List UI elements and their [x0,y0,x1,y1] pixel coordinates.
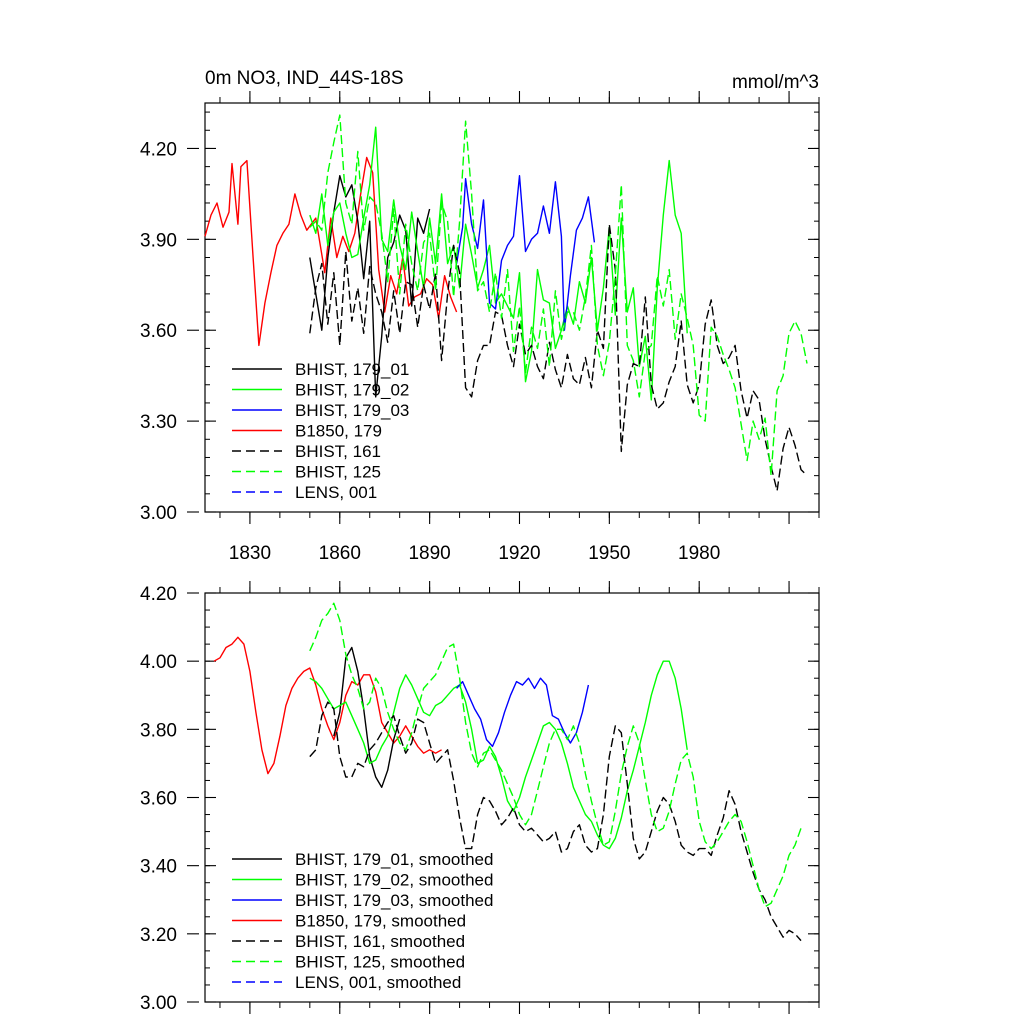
legend-label: BHIST, 179_02, smoothed [295,871,493,890]
series-line [309,602,802,908]
legend-label: BHIST, 125, smoothed [295,953,465,972]
y-axis: 3.00 3.20 3.40 3.60 3.80 4.00 4.20 [140,584,819,1014]
y-tick-label: 3.30 [140,412,177,433]
plot-frame [204,102,820,513]
y-tick-label: 3.60 [140,789,177,810]
x-axis: 1830 1860 1890 1920 1950 1980 [219,91,820,564]
y-tick-label: 3.90 [140,230,177,251]
legend-label: LENS, 001, smoothed [295,973,461,992]
x-tick-label: 1860 [319,543,361,564]
legend: BHIST, 179_01, smoothed BHIST, 179_02, sm… [232,850,493,992]
x-tick-label: 1890 [408,543,450,564]
y-tick-label: 4.20 [140,139,177,160]
legend-label: BHIST, 125 [295,463,381,482]
chart-title: 0m NO3, IND_44S-18S [205,68,404,89]
legend-label: BHIST, 179_03, smoothed [295,891,493,910]
series-line [309,223,808,492]
series-line [204,156,458,347]
series-group [204,114,808,492]
series-line [309,701,802,942]
y-tick-label: 3.20 [140,925,177,946]
series-line [309,114,808,477]
y-tick-label: 3.60 [140,321,177,342]
series-line [309,174,431,398]
x-tick-label: 1950 [588,543,630,564]
legend-label: BHIST, 179_01 [295,360,409,379]
x-tick-label: 1830 [229,543,271,564]
y-tick-label: 4.00 [140,652,177,673]
x-axis [219,581,820,1014]
y-tick-label: 3.40 [140,857,177,878]
series-line [309,660,688,850]
legend-label: BHIST, 179_03 [295,401,409,420]
legend-label: B1850, 179, smoothed [295,912,466,931]
series-line [333,646,401,788]
series-line [213,636,442,775]
series-line [456,677,590,748]
legend-label: BHIST, 161, smoothed [295,932,465,951]
legend-label: LENS, 001 [295,483,377,502]
legend-label: B1850, 179 [295,422,382,441]
x-tick-label: 1920 [498,543,540,564]
bottom-panel: 3.00 3.20 3.40 3.60 3.80 4.00 4.20 BHIST, 179_… [140,581,820,1014]
y-tick-label: 3.00 [140,503,177,524]
y-axis: 3.00 3.30 3.60 3.90 4.20 [140,111,819,524]
series-group [213,602,802,942]
legend-label: BHIST, 161 [295,442,381,461]
series-line [455,174,596,331]
y-tick-label: 3.80 [140,720,177,741]
y-tick-label: 3.00 [140,993,177,1014]
top-panel: 0m NO3, IND_44S-18S mmol/m^3 3.00 3.30 3.6… [140,68,820,564]
y-tick-label: 4.20 [140,584,177,605]
x-tick-label: 1980 [678,543,720,564]
legend-label: BHIST, 179_02 [295,381,409,400]
legend-label: BHIST, 179_01, smoothed [295,850,493,869]
units-label: mmol/m^3 [732,72,819,93]
